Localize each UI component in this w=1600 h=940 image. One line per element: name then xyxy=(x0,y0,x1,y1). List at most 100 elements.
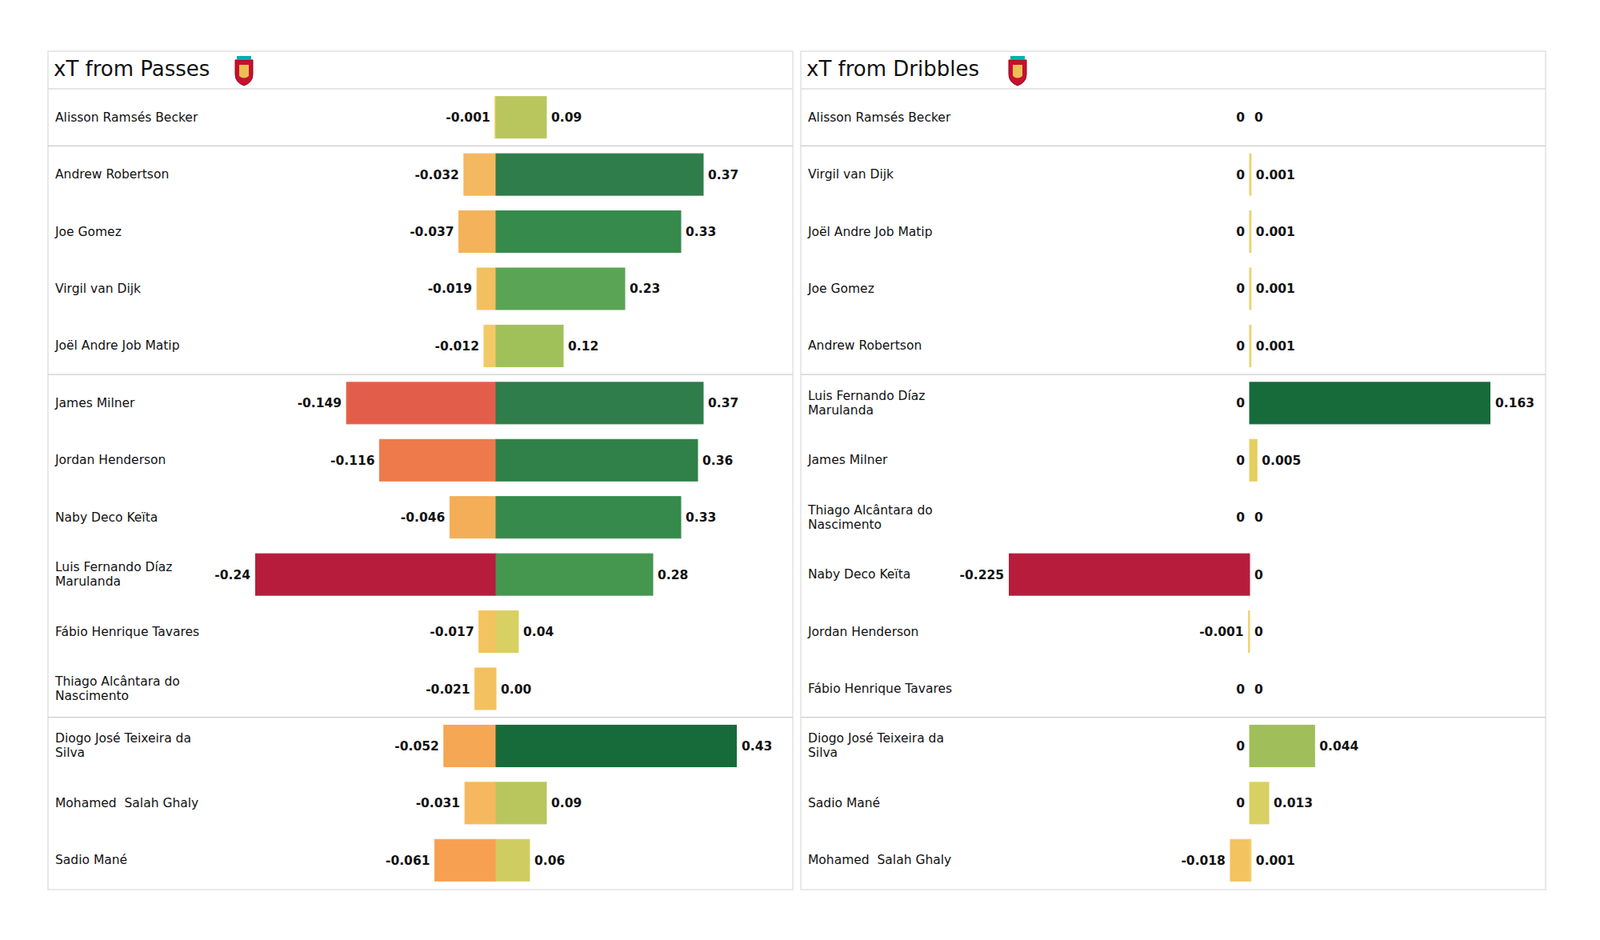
header-rule xyxy=(800,88,1546,89)
bar xyxy=(1248,611,1250,653)
data-label: 0 xyxy=(1236,682,1245,697)
chart-root: xT from Passes Alisson Ramsés Becker Andre… xyxy=(0,0,1600,940)
data-label: 0 xyxy=(1236,739,1245,754)
bar xyxy=(496,439,698,481)
data-label: 0.005 xyxy=(1261,453,1301,468)
data-label: 0 xyxy=(1236,110,1245,125)
category-line: Silva xyxy=(55,745,85,760)
bar xyxy=(444,724,496,767)
category-label: Joël Andre Job Matip xyxy=(54,338,180,353)
group-separator xyxy=(48,716,793,718)
data-label: 0.00 xyxy=(500,682,532,697)
bar xyxy=(496,382,704,424)
bar xyxy=(459,211,496,253)
data-label: -0.149 xyxy=(297,396,342,411)
bar xyxy=(496,553,653,596)
data-label: 0 xyxy=(1254,624,1264,640)
category-label: Fábio Henrique Tavares xyxy=(55,624,200,640)
bar xyxy=(1249,668,1251,710)
group-separator xyxy=(800,145,1546,147)
category-label: Mohamed Salah Ghaly xyxy=(808,852,952,868)
bar xyxy=(434,839,496,881)
bars xyxy=(255,96,737,882)
data-label: -0.225 xyxy=(960,568,1004,583)
group-separator xyxy=(800,716,1546,718)
bar xyxy=(1249,724,1315,767)
panel: xT from DribblesAlisson Ramsés BeckerVir… xyxy=(800,51,1546,890)
crest-top xyxy=(236,56,252,60)
category-label: Luis Fernando DíazMarulanda xyxy=(55,560,172,589)
data-label: 0 xyxy=(1236,224,1245,240)
data-label: 0.37 xyxy=(708,168,739,183)
bar xyxy=(1249,211,1252,253)
data-label: 0.001 xyxy=(1256,168,1296,183)
data-label: 0 xyxy=(1236,339,1245,354)
category-label: Virgil van Dijk xyxy=(808,167,894,182)
data-label: 0.43 xyxy=(741,739,772,754)
bar xyxy=(1249,96,1251,139)
header-rule xyxy=(48,88,793,89)
category-label: Sadio Mané xyxy=(55,852,128,868)
bar xyxy=(464,153,496,196)
category-label: James Milner xyxy=(54,396,136,411)
bar xyxy=(380,439,496,481)
category-label: Diogo José Teixeira daSilva xyxy=(55,731,192,760)
group-separator xyxy=(48,145,793,147)
bar xyxy=(1249,153,1252,196)
bar xyxy=(449,496,496,539)
bar xyxy=(1249,382,1491,424)
data-label: -0.046 xyxy=(400,510,445,525)
category-line: Nascimento xyxy=(55,688,129,704)
data-label: -0.037 xyxy=(409,224,454,240)
category-label: Sadio Mané xyxy=(808,796,880,811)
data-label: -0.018 xyxy=(1180,853,1225,868)
logo xyxy=(235,56,253,86)
category-label: Alisson Ramsés Becker xyxy=(55,110,199,125)
category-line: Luis Fernando Díaz xyxy=(55,560,172,575)
bar xyxy=(1249,668,1251,710)
data-label: 0.001 xyxy=(1256,853,1296,868)
bar xyxy=(464,782,496,824)
data-label: 0.23 xyxy=(629,281,660,296)
bar xyxy=(496,324,564,367)
data-label: 0.06 xyxy=(534,853,565,868)
logo xyxy=(1008,56,1027,86)
category-label: Naby Deco Keïta xyxy=(808,567,911,582)
bar xyxy=(255,553,496,596)
bar xyxy=(496,496,681,539)
data-label: -0.012 xyxy=(434,339,479,354)
bar xyxy=(1249,782,1269,824)
bar xyxy=(496,724,737,767)
data-label: -0.031 xyxy=(416,796,460,811)
title: xT from Passes xyxy=(53,56,210,81)
data-label: 0 xyxy=(1236,453,1245,468)
bar xyxy=(496,611,519,653)
bar xyxy=(1230,839,1250,881)
category-label: Andrew Robertson xyxy=(808,338,922,353)
bar xyxy=(346,382,496,424)
data-label: -0.052 xyxy=(394,739,439,754)
bar xyxy=(496,153,704,196)
data-label: 0 xyxy=(1236,396,1245,411)
bar xyxy=(496,782,547,824)
data-label: 0.001 xyxy=(1256,224,1296,240)
category-label: Mohamed Salah Ghaly xyxy=(55,796,199,811)
data-label: 0 xyxy=(1236,510,1245,525)
bar xyxy=(496,96,547,139)
category-line: Silva xyxy=(808,745,838,760)
data-label: 0.33 xyxy=(685,224,716,240)
bar xyxy=(496,668,497,710)
data-label: 0.36 xyxy=(702,453,733,468)
data-label: -0.001 xyxy=(1199,624,1244,640)
data-label: 0.33 xyxy=(685,510,716,525)
category-label: Alisson Ramsés Becker xyxy=(808,110,952,125)
data-label: 0.001 xyxy=(1256,281,1296,296)
crest-shield xyxy=(1008,60,1027,86)
data-label: -0.061 xyxy=(385,853,430,868)
panel-frame xyxy=(800,51,1546,890)
category-line: Marulanda xyxy=(55,574,121,589)
category-label: Luis Fernando DíazMarulanda xyxy=(808,388,925,418)
data-label: 0 xyxy=(1236,281,1245,296)
data-label: 0 xyxy=(1254,682,1264,697)
panel-frame xyxy=(48,51,793,890)
